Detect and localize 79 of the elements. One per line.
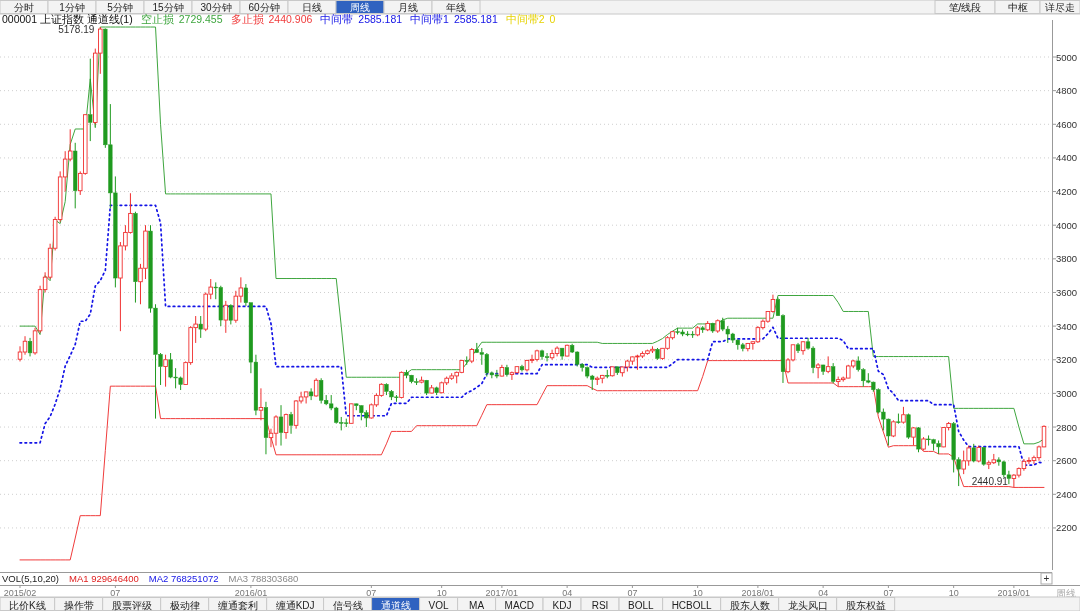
text: MACD [504, 599, 535, 611]
y-tick-label: 4600 [1056, 118, 1078, 130]
text: 详尽走 [1045, 2, 1075, 13]
annotation: 2440.91 [971, 476, 1009, 488]
x-tick-label: 2017/01 [485, 588, 519, 598]
x-tick-label: 2018/01 [741, 588, 775, 598]
text: 1分钟 [59, 2, 85, 13]
y-tick-label: 2200 [1056, 522, 1078, 534]
y-tick-label: 4200 [1056, 186, 1078, 198]
x-tick-label: 07 [366, 588, 377, 598]
text: 周线 [350, 2, 370, 13]
y-tick-label: 3800 [1056, 253, 1078, 265]
text: 分时 [14, 2, 34, 13]
text: 龙头风口 [787, 599, 828, 611]
text: VOL [428, 599, 450, 611]
text: 年线 [446, 2, 466, 13]
text: HCBOLL [671, 599, 713, 611]
text: MA2 768251072 [148, 573, 219, 584]
x-tick-label: 10 [436, 588, 447, 598]
annotation: 中间带1 [410, 13, 450, 25]
text: 信号线 [332, 599, 363, 611]
x-tick-label: 2015/02 [3, 588, 37, 598]
y-tick-label: 2400 [1056, 488, 1078, 500]
annotation: 2585.181 [358, 13, 403, 25]
text: MA1 929646400 [69, 573, 139, 584]
text: RSI [591, 599, 609, 611]
text: 月线 [398, 2, 418, 13]
x-tick-label: 10 [948, 588, 959, 598]
annotation: 5178.19 [58, 24, 95, 36]
text: 5分钟 [107, 2, 133, 13]
text: 日线 [302, 2, 322, 13]
y-tick-label: 5000 [1056, 51, 1078, 63]
text: MA [469, 599, 485, 611]
y-tick-label: 4000 [1056, 219, 1078, 231]
text: 笔/线段 [948, 2, 982, 13]
text: 15分钟 [152, 2, 184, 13]
text: 股东权益 [845, 599, 886, 611]
text: VOL(5,10,20) [2, 573, 60, 584]
x-tick-label: 07 [110, 588, 121, 598]
y-tick-label: 3600 [1056, 286, 1078, 298]
x-tick-label: 07 [883, 588, 894, 598]
text: KDJ [552, 599, 572, 611]
y-tick-label: 3400 [1056, 320, 1078, 332]
text: 缠通KDJ [275, 599, 315, 611]
text: 多止损 [230, 13, 264, 25]
y-tick-label: 4400 [1056, 152, 1078, 164]
x-tick-label: 04 [818, 588, 829, 598]
annotation: 2585.181 [453, 13, 498, 25]
text: 通道线 [380, 599, 411, 611]
y-tick-label: 4800 [1056, 85, 1078, 97]
x-tick-label: 2019/01 [997, 588, 1031, 598]
annotation: 2440.906 [268, 13, 313, 25]
y-tick-label: 2600 [1056, 455, 1078, 467]
y-tick-label: 3000 [1056, 387, 1078, 399]
x-tick-label: 04 [562, 588, 573, 598]
text: 30分钟 [200, 2, 232, 13]
text: 缠通套利 [217, 599, 258, 611]
text: 中枢 [1007, 2, 1028, 13]
series-label: 空止损 [140, 13, 174, 25]
y-tick-label: 3200 [1056, 354, 1078, 366]
text: 股东人数 [729, 599, 770, 611]
annotation: 中间带2 [505, 13, 545, 25]
x-tick-label: 07 [627, 588, 638, 598]
text: BOLL [628, 599, 655, 611]
text: MA3 788303680 [228, 573, 299, 584]
text: 股票评级 [111, 599, 152, 611]
chart-title: 000001 上证指数 通道线(1) [2, 13, 133, 25]
annotation: 0 [549, 13, 556, 25]
text: 60分钟 [248, 2, 280, 13]
text: 极动律 [168, 599, 200, 611]
text: 操作带 [63, 599, 94, 611]
text: 比价K线 [9, 599, 46, 611]
x-tick-label: 10 [692, 588, 703, 598]
y-tick-label: 2800 [1056, 421, 1078, 433]
x-tick-label: 2016/01 [234, 588, 268, 598]
text: 中间带 [320, 13, 354, 25]
annotation: 2729.455 [178, 13, 223, 25]
text: + [1043, 573, 1050, 584]
line-series [19, 360, 1045, 561]
